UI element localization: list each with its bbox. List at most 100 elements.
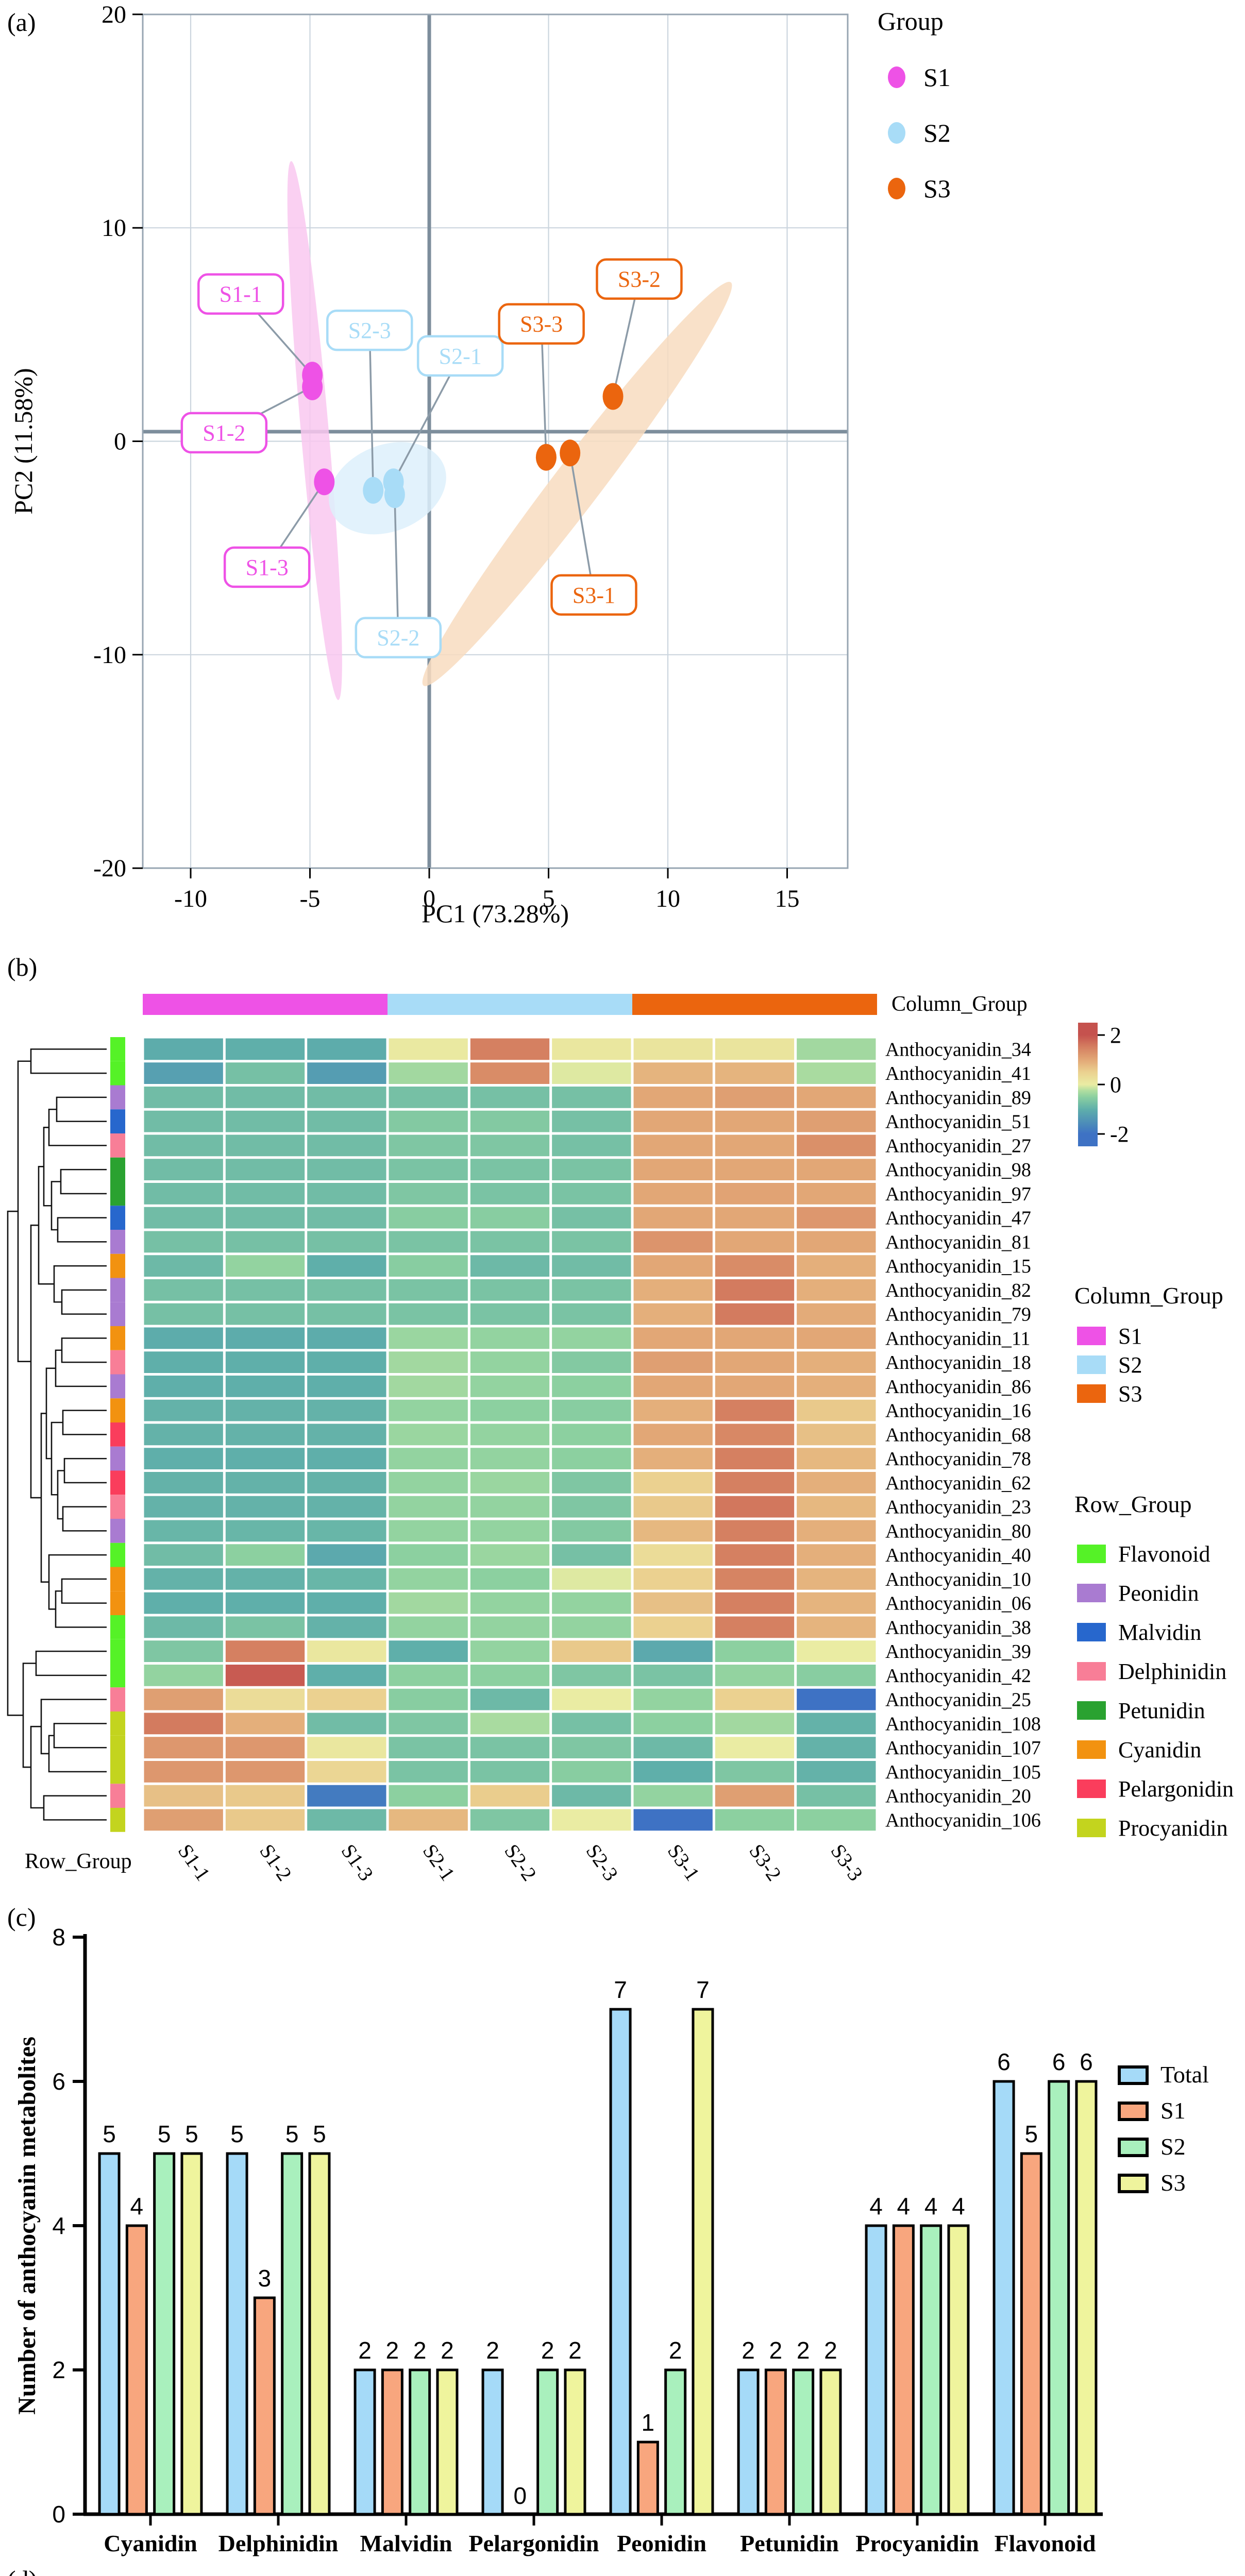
heatmap: Column_Group Anthocyanidin_34 Anthocyanidi… [7,992,1234,1885]
heatmap-cell [143,1037,224,1061]
bar-Cyanidin-S1 [125,2224,148,2516]
heatmap-cell [224,1398,306,1422]
legend-swatch-S2 [1118,2138,1149,2157]
heatmap-cell [306,1591,388,1615]
heatmap-cell [224,1278,306,1302]
heatmap-cell [388,1615,469,1639]
legend-label-S1: S1 [1160,2097,1186,2124]
heatmap-cell [551,1664,632,1687]
heatmap-cell [796,1687,877,1711]
heatmap-col-label: S2-1 [418,1840,460,1885]
row-group-strip-Peonidin [110,1302,125,1326]
legend-label-Total: Total [1160,2061,1209,2088]
bar-value-Flavonoid-S1: 5 [1025,2121,1038,2147]
point-label-box-S1-1 [197,273,284,315]
row-group-legend-swatch-Malvidin [1077,1623,1106,1641]
heatmap-row-label: Anthocyanidin_15 [885,1256,1031,1277]
heatmap-cell [143,1543,224,1567]
heatmap-cell [796,1495,877,1519]
row-group-legend-label-Petunidin: Petunidin [1118,1698,1205,1723]
heatmap-cell [224,1230,306,1254]
heatmap-cell [632,1398,714,1422]
heatmap-cell [714,1711,796,1736]
bar-value-Procyanidin-S2: 4 [924,2193,938,2219]
heatmap-cell [306,1158,388,1181]
heatmap-row-label: Anthocyanidin_38 [885,1617,1031,1638]
bar-value-Peonidin-S2: 2 [669,2337,682,2364]
point-label-S3-1: S3-1 [573,583,615,608]
bar-Cyanidin-S2 [153,2152,176,2516]
heatmap-cell [143,1086,224,1109]
data-point-S3-2 [602,383,624,410]
y-tick-label: 6 [52,2068,65,2095]
heatmap-cell [143,1061,224,1085]
heatmap-cell [306,1133,388,1158]
heatmap-cell [714,1615,796,1639]
row-group-legend-label-Cyanidin: Cyanidin [1118,1737,1201,1762]
bar-value-Procyanidin-S3: 4 [952,2193,965,2219]
heatmap-cell [306,1326,388,1350]
row-group-strip-Peonidin [110,1278,125,1302]
heatmap-cell [143,1326,224,1350]
column-group-legend-swatch-S2 [1077,1355,1106,1374]
bar-value-Flavonoid-S3: 6 [1080,2048,1093,2075]
bar-Peonidin-S2 [664,2368,687,2516]
heatmap-cell [143,1278,224,1302]
column-group-legend-title: Column_Group [1074,1282,1223,1309]
heatmap-cell [143,1230,224,1254]
heatmap-cell [632,1664,714,1687]
heatmap-row-label: Anthocyanidin_80 [885,1520,1031,1542]
heatmap-cell [632,1591,714,1615]
bar-Flavonoid-S2 [1048,2080,1070,2516]
heatmap-col-label: S1-2 [255,1840,296,1885]
heatmap-cell [143,1398,224,1422]
heatmap-cell [224,1687,306,1711]
heatmap-cell [224,1182,306,1206]
heatmap-cell [306,1736,388,1759]
heatmap-row-label: Anthocyanidin_79 [885,1304,1031,1326]
y-tick-label: 2 [52,2357,65,2383]
bar-value-Malvidin-S3: 2 [441,2337,454,2364]
row-group-strip-Procyanidin [110,1735,125,1760]
heatmap-cell [469,1687,551,1711]
heatmap-cell [469,1206,551,1230]
heatmap-cell [796,1278,877,1302]
heatmap-cell [796,1808,877,1832]
heatmap-cell [632,1206,714,1230]
heatmap-cell [469,1495,551,1519]
row-group-strip-Cyanidin [110,1326,125,1350]
heatmap-cell [796,1158,877,1181]
y-tick-label: -20 [93,855,126,882]
y-tick-label: 4 [52,2212,65,2239]
point-label-S3-2: S3-2 [618,267,661,292]
heatmap-cell [632,1615,714,1639]
heatmap-cell [714,1471,796,1495]
bar-Delphinidin-S2 [281,2152,304,2516]
heatmap-cell [143,1639,224,1663]
heatmap-cell [306,1543,388,1567]
bar-value-Cyanidin-S3: 5 [185,2121,198,2147]
bar-value-Delphinidin-S2: 5 [285,2121,299,2147]
heatmap-cell [796,1567,877,1591]
row-group-strip-Cyanidin [110,1591,125,1615]
row-group-legend-label-Procyanidin: Procyanidin [1118,1816,1228,1841]
heatmap-cell [306,1615,388,1639]
heatmap-cell [796,1254,877,1278]
heatmap-cell [551,1591,632,1615]
y-tick-label: 10 [102,214,126,242]
heatmap-cell [632,1639,714,1663]
point-label-S2-2: S2-2 [377,625,419,651]
heatmap-cell [551,1784,632,1808]
x-tick-label: 5 [543,885,555,912]
heatmap-cell [796,1591,877,1615]
row-group-legend-swatch-Peonidin [1077,1584,1106,1602]
heatmap-row-label: Anthocyanidin_107 [885,1737,1041,1759]
heatmap-cell [224,1711,306,1736]
heatmap-cell [632,1230,714,1254]
heatmap-col-label: S1-1 [174,1840,215,1885]
bar-Petunidin-S1 [764,2368,787,2516]
heatmap-cell [796,1133,877,1158]
heatmap-cell [306,1302,388,1326]
heatmap-cell [796,1350,877,1374]
